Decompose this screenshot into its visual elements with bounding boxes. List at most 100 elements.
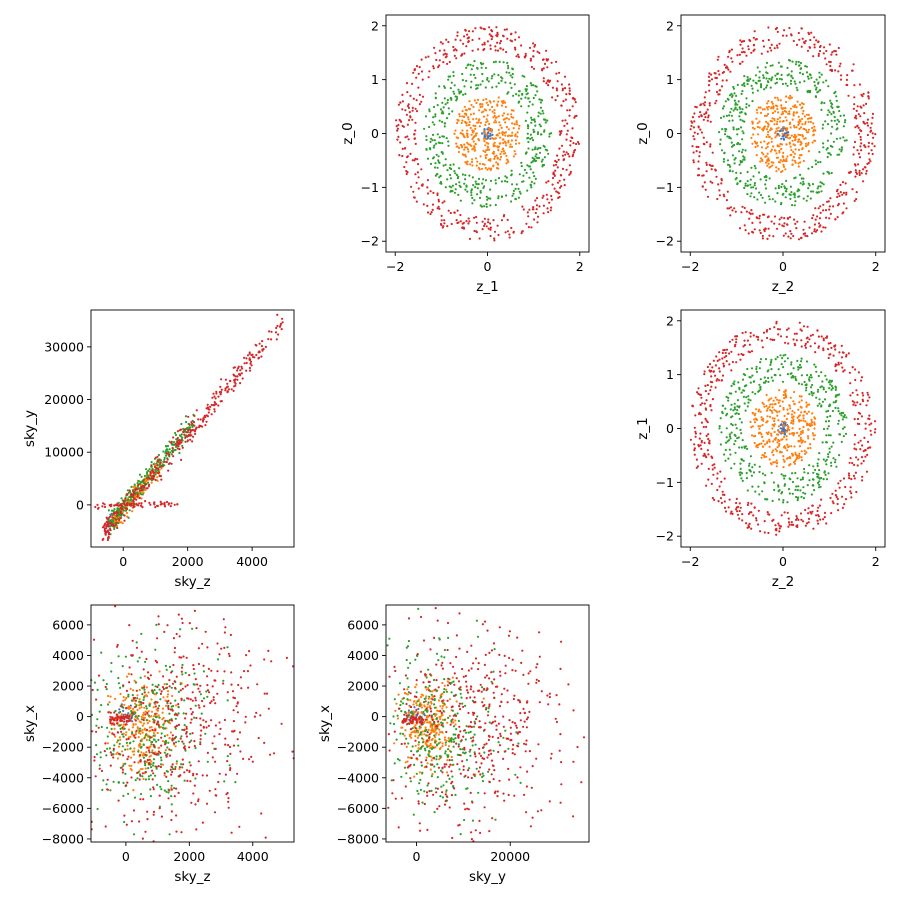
scatter-point [744, 182, 747, 185]
scatter-point [761, 445, 765, 448]
scatter-point [841, 495, 844, 498]
scatter-point [763, 451, 767, 455]
scatter-point [862, 400, 865, 403]
scatter-point [761, 151, 764, 154]
scatter-point [499, 158, 502, 161]
scatter-point [175, 444, 178, 447]
scatter-point [430, 211, 433, 214]
scatter-point [123, 703, 126, 706]
scatter-point [758, 70, 761, 73]
scatter-point [701, 185, 704, 188]
scatter-point [838, 486, 841, 489]
scatter-point [807, 150, 811, 153]
scatter-point [181, 436, 184, 439]
scatter-point [758, 408, 761, 411]
scatter-point [188, 423, 191, 426]
scatter-point [802, 486, 805, 489]
scatter-point [417, 86, 420, 89]
scatter-point [117, 522, 120, 525]
scatter-point [496, 224, 499, 227]
scatter-point [800, 117, 804, 120]
scatter-point [712, 370, 715, 373]
scatter-point [853, 477, 856, 480]
scatter-point [782, 155, 785, 159]
scatter-point [446, 178, 449, 181]
scatter-point [494, 179, 497, 182]
scatter-point [439, 174, 442, 178]
scatter-point [568, 89, 571, 92]
scatter-point [218, 391, 221, 394]
scatter-point [741, 90, 744, 93]
scatter-point [852, 63, 855, 66]
scatter-point [510, 169, 513, 172]
scatter-point [464, 28, 467, 31]
scatter-point [172, 455, 175, 458]
scatter-point [154, 506, 157, 509]
scatter-point [795, 126, 798, 129]
scatter-point [791, 118, 794, 121]
scatter-point [834, 344, 837, 347]
scatter-point [806, 340, 809, 344]
scatter-point [539, 125, 543, 128]
scatter-point [426, 179, 429, 182]
scatter-point [757, 509, 760, 512]
scatter-point [780, 137, 783, 140]
scatter-point [122, 499, 125, 503]
scatter-point [448, 112, 451, 116]
scatter-point [105, 531, 108, 534]
scatter-point [777, 484, 780, 487]
scatter-point [705, 141, 708, 144]
scatter-point [854, 368, 857, 371]
scatter-point [798, 414, 802, 417]
scatter-point [757, 425, 760, 428]
scatter-point [150, 698, 153, 701]
scatter-point [736, 103, 739, 106]
scatter-point [485, 141, 488, 144]
scatter-point [478, 125, 481, 128]
scatter-point [807, 143, 810, 146]
scatter-point [532, 96, 535, 100]
scatter-point [453, 84, 456, 87]
scatter-point [827, 425, 830, 428]
scatter-point [866, 391, 869, 394]
scatter-point [722, 105, 726, 108]
scatter-point [123, 519, 126, 522]
scatter-point [504, 81, 507, 84]
scatter-point [476, 67, 479, 70]
scatter-point [723, 356, 726, 359]
scatter-point [802, 159, 805, 163]
scatter-point [817, 374, 820, 378]
scatter-point [214, 397, 217, 400]
scatter-point [571, 105, 574, 108]
scatter-point [703, 181, 706, 184]
scatter-point [447, 144, 450, 147]
scatter-point [772, 235, 775, 238]
scatter-point [837, 46, 840, 50]
scatter-point [783, 360, 787, 363]
scatter-point [857, 441, 860, 444]
scatter-point [830, 464, 833, 467]
scatter-point [729, 111, 732, 114]
scatter-point [164, 704, 168, 707]
scatter-point [773, 430, 776, 434]
scatter-point [106, 530, 109, 534]
scatter-point [750, 51, 753, 54]
scatter-point [703, 143, 706, 146]
scatter-point [810, 493, 814, 496]
scatter-point [856, 125, 859, 128]
scatter-point [479, 121, 482, 124]
scatter-point [825, 522, 828, 525]
scatter-point [464, 146, 467, 149]
scatter-point [800, 360, 803, 363]
scatter-point [827, 409, 830, 412]
scatter-point [728, 94, 732, 97]
scatter-point [771, 403, 774, 406]
scatter-point [716, 359, 719, 362]
scatter-point [497, 115, 500, 118]
scatter-point [831, 387, 834, 390]
scatter-point [774, 448, 777, 451]
scatter-point [775, 123, 779, 126]
scatter-point [165, 452, 168, 455]
scatter-point [476, 98, 480, 101]
